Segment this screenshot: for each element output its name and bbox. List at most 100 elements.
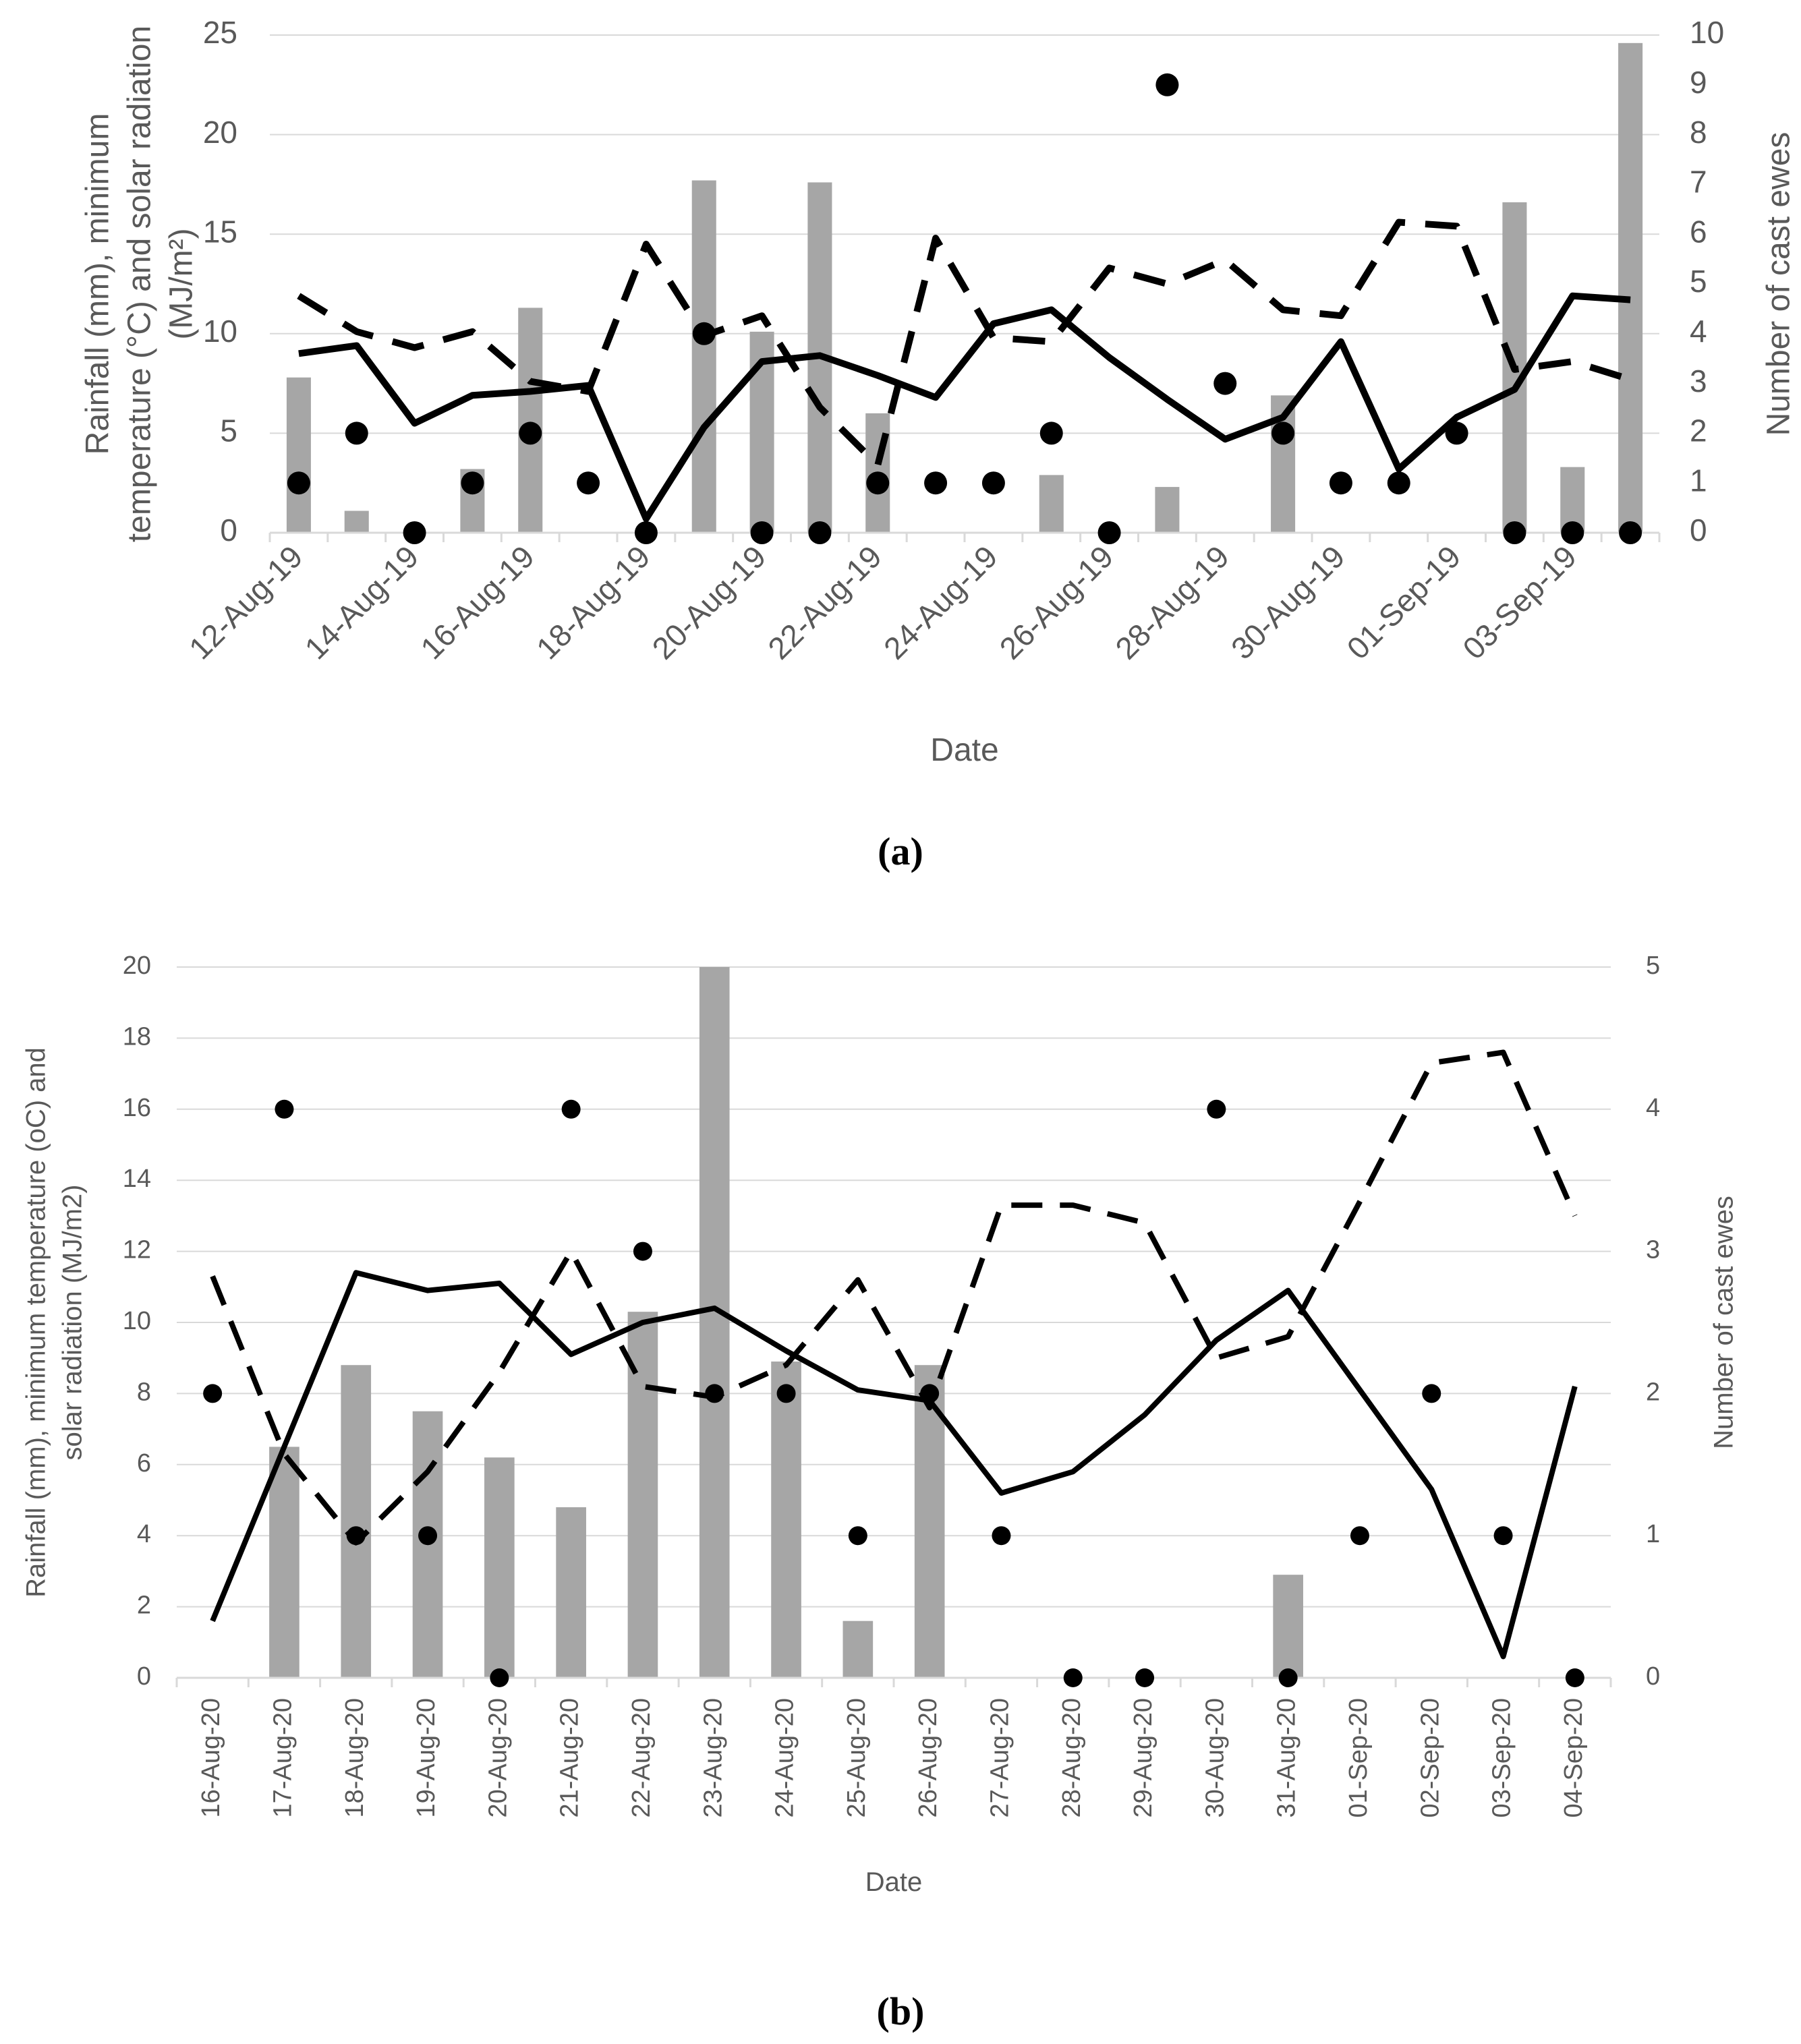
cast-ewes-point (1097, 521, 1121, 544)
x-tick-label: 24-Aug-19 (877, 539, 1004, 666)
cast-ewes-point (1278, 1668, 1298, 1687)
x-tick-label: 20-Aug-19 (646, 539, 773, 666)
rainfall-bar (1039, 475, 1064, 533)
solar-radiation-line (210, 1049, 1578, 1546)
cast-ewes-point (1329, 471, 1352, 495)
cast-ewes-point (866, 471, 890, 495)
cast-ewes-point (1155, 73, 1179, 96)
cast-ewes-point (1561, 521, 1584, 544)
y-tick-label: 16 (123, 1094, 151, 1122)
x-tick-label: 26-Aug-19 (993, 539, 1120, 666)
cast-ewes-point (1422, 1384, 1441, 1403)
y-tick-label: 4 (137, 1520, 151, 1548)
x-tick-label: 24-Aug-20 (771, 1698, 799, 1817)
y2-tick-label: 7 (1690, 165, 1707, 200)
y2-tick-label: 2 (1690, 413, 1707, 448)
x-tick-label: 27-Aug-20 (985, 1698, 1014, 1817)
y2-axis-title: Number of cast ewes (1761, 132, 1797, 436)
cast-ewes-point (705, 1384, 724, 1403)
x-tick-label: 16-Aug-20 (197, 1698, 225, 1817)
cast-ewes-point (1135, 1668, 1155, 1687)
y2-tick-label: 5 (1646, 952, 1660, 980)
y2-tick-label: 6 (1690, 214, 1707, 249)
cast-ewes-point (808, 521, 832, 544)
y-tick-label: 25 (203, 15, 237, 50)
x-axis-title: Date (865, 1867, 923, 1897)
x-tick-label: 29-Aug-20 (1129, 1698, 1157, 1817)
cast-ewes-point (692, 322, 716, 345)
cast-ewes-point (1213, 372, 1237, 395)
cast-ewes-point (776, 1384, 796, 1403)
x-tick-label: 02-Sep-20 (1416, 1698, 1444, 1817)
panel-label: (b) (877, 1989, 925, 2033)
y2-tick-label: 4 (1646, 1094, 1660, 1122)
y-tick-label: 0 (220, 513, 237, 548)
rainfall-bar (518, 308, 543, 533)
x-tick-label: 16-Aug-19 (413, 539, 541, 666)
y2-tick-label: 5 (1690, 264, 1707, 299)
cast-ewes-point (750, 521, 774, 544)
cast-ewes-point (924, 471, 948, 495)
y-tick-label: 8 (137, 1378, 151, 1406)
y2-tick-label: 4 (1690, 314, 1707, 349)
cast-ewes-point (981, 471, 1005, 495)
x-tick-label: 23-Aug-20 (699, 1698, 727, 1817)
rainfall-bar (771, 1361, 801, 1678)
cast-ewes-point (1619, 521, 1642, 544)
rainfall-bar (556, 1507, 586, 1678)
y2-axis-title: Number of cast ewes (1709, 1196, 1739, 1449)
rainfall-bar (842, 1620, 874, 1678)
cast-ewes-point (275, 1099, 294, 1119)
rainfall-bar (269, 1447, 299, 1678)
y-tick-label: 14 (123, 1165, 151, 1193)
x-tick-label: 03-Sep-19 (1456, 539, 1583, 666)
rainfall-bar (699, 967, 730, 1678)
cast-ewes-point (920, 1384, 940, 1403)
cast-ewes-point (1063, 1668, 1083, 1687)
cast-ewes-point (490, 1668, 509, 1687)
min-temperature-line (298, 292, 1631, 523)
x-tick-label: 01-Sep-20 (1344, 1698, 1373, 1817)
y-axis-title-line: solar radiation (MJ/m2) (58, 1184, 88, 1460)
cast-ewes-point (1271, 421, 1295, 445)
rainfall-bar (691, 180, 716, 533)
x-tick-label: 03-Sep-20 (1488, 1698, 1516, 1817)
rainfall-bar (1618, 42, 1643, 533)
x-tick-label: 30-Aug-20 (1201, 1698, 1229, 1817)
y2-tick-label: 3 (1690, 363, 1707, 399)
y-tick-label: 5 (220, 413, 237, 448)
x-tick-label: 04-Sep-20 (1560, 1698, 1588, 1817)
y-tick-label: 12 (123, 1236, 151, 1264)
cast-ewes-point (1387, 471, 1410, 495)
cast-ewes-point (1207, 1099, 1226, 1119)
rainfall-bar (341, 1365, 372, 1678)
cast-ewes-point (418, 1526, 438, 1546)
y-tick-label: 15 (203, 214, 237, 249)
y-axis-title-line: Rainfall (mm), minimum temperature (oC) … (22, 1047, 51, 1598)
cast-ewes-point (403, 521, 426, 544)
rainfall-bar (484, 1457, 515, 1678)
x-tick-label: 18-Aug-19 (530, 539, 657, 666)
x-tick-label: 14-Aug-19 (298, 539, 426, 666)
x-axis-title: Date (930, 732, 998, 768)
cast-ewes-point (519, 421, 542, 445)
cast-ewes-point (848, 1526, 867, 1546)
x-tick-label: 01-Sep-19 (1340, 539, 1468, 666)
y2-tick-label: 1 (1690, 463, 1707, 498)
x-tick-label: 19-Aug-20 (412, 1698, 440, 1817)
cast-ewes-point (346, 1526, 366, 1546)
y-tick-label: 6 (137, 1449, 151, 1478)
rainfall-bar (286, 377, 311, 533)
x-tick-label: 30-Aug-19 (1224, 539, 1352, 666)
cast-ewes-point (287, 471, 310, 495)
y2-tick-label: 8 (1690, 115, 1707, 150)
x-tick-label: 22-Aug-20 (627, 1698, 656, 1817)
cast-ewes-point (633, 1242, 652, 1261)
cast-ewes-point (992, 1526, 1011, 1546)
x-tick-label: 12-Aug-19 (182, 539, 310, 666)
cast-ewes-point (203, 1384, 223, 1403)
x-tick-label: 28-Aug-20 (1058, 1698, 1086, 1817)
rainfall-bar (1273, 1575, 1303, 1678)
x-tick-label: 31-Aug-20 (1273, 1698, 1301, 1817)
cast-ewes-point (1493, 1526, 1513, 1546)
